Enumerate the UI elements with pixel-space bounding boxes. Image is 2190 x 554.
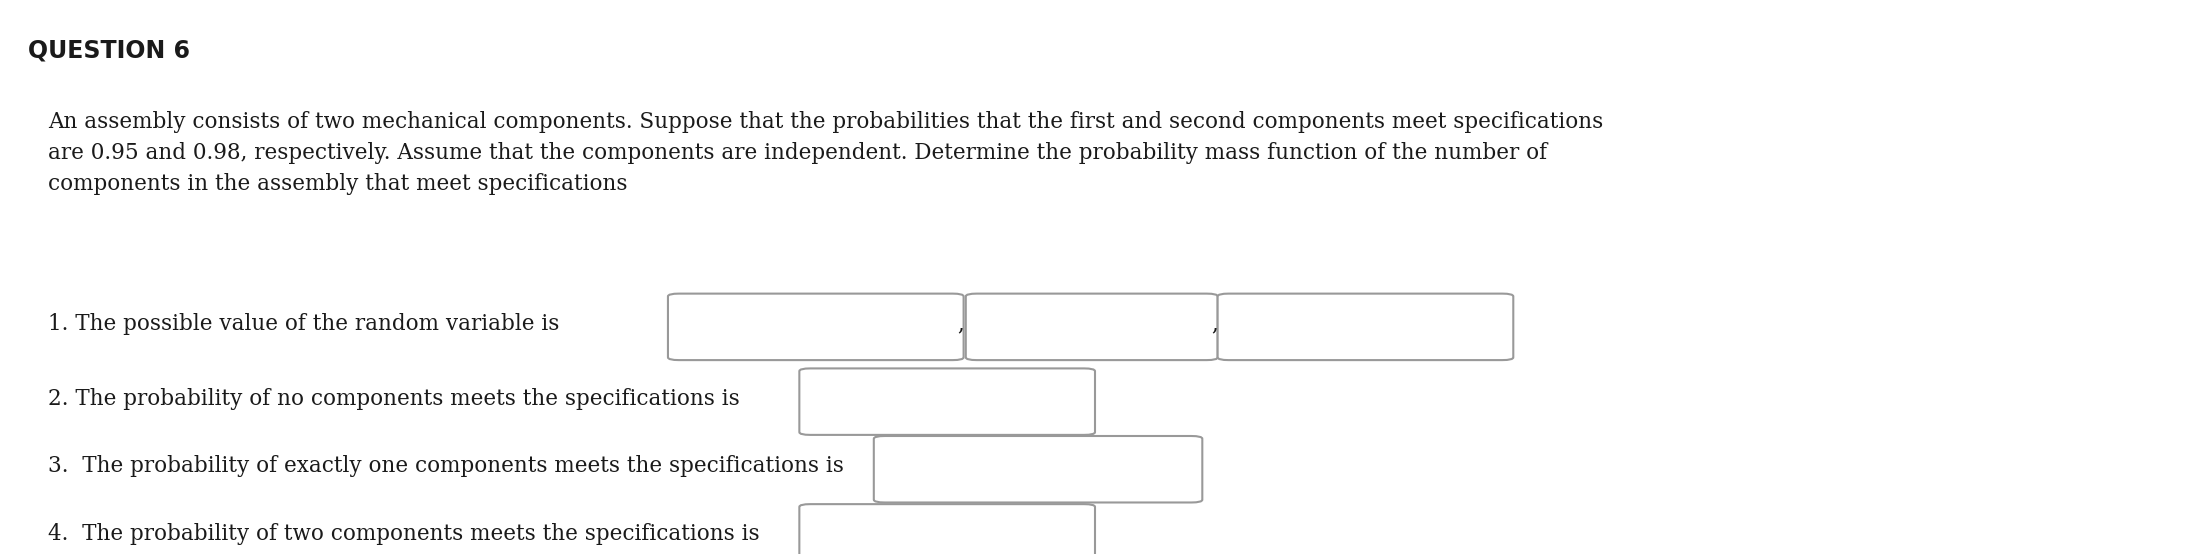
FancyBboxPatch shape — [799, 368, 1095, 435]
FancyBboxPatch shape — [1218, 294, 1513, 360]
Text: 3.  The probability of exactly one components meets the specifications is: 3. The probability of exactly one compon… — [48, 455, 843, 478]
FancyBboxPatch shape — [799, 504, 1095, 554]
Text: ,: , — [957, 313, 964, 335]
FancyBboxPatch shape — [668, 294, 964, 360]
Text: 4.  The probability of two components meets the specifications is: 4. The probability of two components mee… — [48, 523, 760, 545]
Text: 2. The probability of no components meets the specifications is: 2. The probability of no components meet… — [48, 388, 740, 410]
Text: ,: , — [1211, 313, 1218, 335]
Text: An assembly consists of two mechanical components. Suppose that the probabilitie: An assembly consists of two mechanical c… — [48, 111, 1603, 196]
FancyBboxPatch shape — [966, 294, 1218, 360]
Text: 1. The possible value of the random variable is: 1. The possible value of the random vari… — [48, 313, 561, 335]
FancyBboxPatch shape — [874, 436, 1202, 502]
Text: QUESTION 6: QUESTION 6 — [28, 39, 191, 63]
